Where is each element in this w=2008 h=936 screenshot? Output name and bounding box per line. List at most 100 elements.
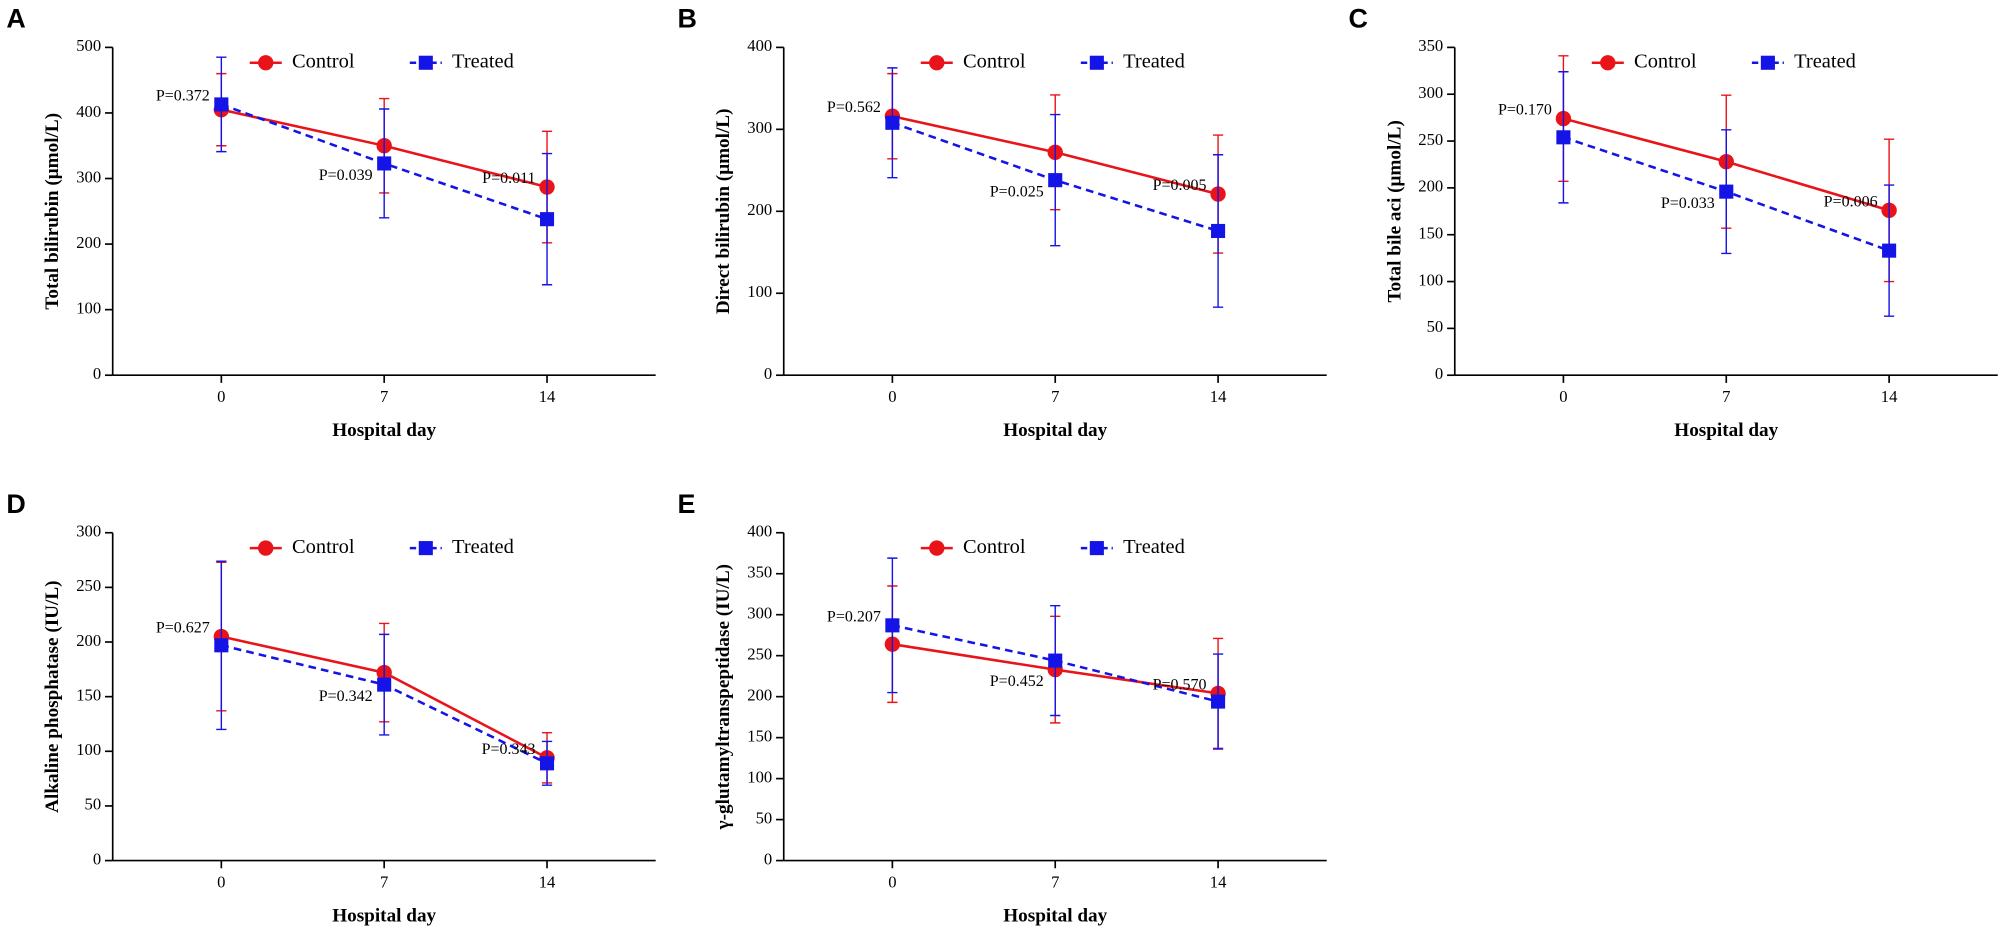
x-tick-label: 7 bbox=[1722, 387, 1730, 406]
x-tick-label: 0 bbox=[888, 387, 896, 406]
y-tick-label: 250 bbox=[747, 644, 772, 663]
y-tick-label: 300 bbox=[76, 167, 101, 186]
marker bbox=[1048, 653, 1063, 668]
marker bbox=[885, 115, 900, 130]
y-tick-label: 150 bbox=[76, 685, 101, 704]
y-tick-label: 100 bbox=[747, 767, 772, 786]
legend-marker bbox=[1600, 55, 1616, 71]
x-tick-label: 14 bbox=[1210, 872, 1227, 891]
y-tick-label: 400 bbox=[76, 102, 101, 121]
y-tick-label: 300 bbox=[76, 522, 101, 541]
legend-marker bbox=[1089, 55, 1104, 70]
y-tick-label: 500 bbox=[76, 36, 101, 55]
y-tick-label: 200 bbox=[747, 200, 772, 219]
marker bbox=[1719, 184, 1734, 199]
x-tick-label: 0 bbox=[217, 387, 225, 406]
y-tick-label: 50 bbox=[756, 808, 773, 827]
y-tick-label: 250 bbox=[1418, 130, 1443, 149]
p-value: P=0.025 bbox=[990, 184, 1044, 201]
p-value: P=0.627 bbox=[156, 620, 210, 637]
x-axis-title: Hospital day bbox=[1674, 420, 1778, 441]
legend-label: Control bbox=[292, 536, 355, 558]
panel: E 0 50 100 150 200 250 300 350 400 0 7 14 Hospital da… bbox=[677, 489, 1327, 926]
legend-marker bbox=[258, 540, 274, 556]
legend-label: Control bbox=[963, 536, 1026, 558]
panel: D 0 50 100 150 200 250 300 0 7 14 Hospital day Alkal… bbox=[6, 489, 656, 926]
marker bbox=[1882, 243, 1897, 258]
p-value: P=0.006 bbox=[1824, 193, 1878, 210]
y-axis-title: Total bilirubin (μmol/L) bbox=[42, 113, 63, 310]
y-tick-label: 0 bbox=[1435, 364, 1443, 383]
p-value: P=0.343 bbox=[482, 741, 536, 758]
y-tick-label: 0 bbox=[93, 364, 101, 383]
panel-letter: E bbox=[677, 489, 695, 519]
y-tick-label: 400 bbox=[747, 522, 772, 541]
x-tick-label: 0 bbox=[888, 872, 896, 891]
legend-marker bbox=[1089, 541, 1104, 556]
legend-marker bbox=[258, 55, 274, 71]
y-tick-label: 300 bbox=[1418, 83, 1443, 102]
legend-marker bbox=[1760, 55, 1775, 70]
p-value: P=0.372 bbox=[156, 87, 210, 104]
y-axis-title: Total bile aci (μmol/L) bbox=[1384, 120, 1405, 302]
p-value: P=0.039 bbox=[319, 167, 373, 184]
y-tick-label: 150 bbox=[1418, 224, 1443, 243]
p-value: P=0.342 bbox=[319, 688, 373, 705]
x-tick-label: 0 bbox=[1559, 387, 1567, 406]
y-tick-label: 200 bbox=[76, 233, 101, 252]
legend-label: Treated bbox=[452, 536, 514, 558]
x-tick-label: 7 bbox=[380, 387, 388, 406]
y-tick-label: 400 bbox=[747, 36, 772, 55]
marker bbox=[539, 212, 555, 227]
legend-label: Control bbox=[963, 50, 1026, 72]
legend-label: Treated bbox=[452, 50, 514, 72]
panel: A 0 100 200 300 400 500 0 7 14 Hospital day Total b… bbox=[6, 4, 656, 441]
y-tick-label: 0 bbox=[764, 849, 772, 868]
y-tick-label: 50 bbox=[85, 795, 102, 814]
x-tick-label: 7 bbox=[1051, 872, 1059, 891]
legend-marker bbox=[929, 540, 945, 556]
p-value: P=0.033 bbox=[1661, 195, 1715, 212]
y-tick-label: 0 bbox=[764, 364, 772, 383]
y-tick-label: 250 bbox=[76, 576, 101, 595]
marker bbox=[377, 677, 392, 692]
panel-letter: B bbox=[677, 4, 696, 34]
x-tick-label: 14 bbox=[539, 872, 556, 891]
p-value: P=0.011 bbox=[482, 170, 535, 187]
x-tick-label: 7 bbox=[380, 872, 388, 891]
y-tick-label: 100 bbox=[76, 740, 101, 759]
legend-label: Treated bbox=[1123, 50, 1185, 72]
legend-marker bbox=[418, 55, 433, 70]
p-value: P=0.562 bbox=[827, 99, 881, 116]
x-axis-title: Hospital day bbox=[1003, 905, 1107, 926]
marker bbox=[885, 618, 900, 633]
legend-marker bbox=[929, 55, 945, 71]
marker bbox=[214, 97, 229, 112]
marker bbox=[1556, 130, 1571, 145]
legend-label: Treated bbox=[1794, 50, 1856, 72]
x-tick-label: 14 bbox=[539, 387, 556, 406]
marker bbox=[1211, 223, 1226, 239]
panel: B 0 100 200 300 400 0 7 14 Hospital day Direct bil… bbox=[677, 4, 1327, 441]
p-value: P=0.005 bbox=[1153, 177, 1207, 194]
legend-label: Control bbox=[292, 50, 355, 72]
p-value: P=0.570 bbox=[1153, 676, 1207, 693]
y-tick-label: 200 bbox=[76, 631, 101, 650]
panel: C 0 50 100 150 200 250 300 350 0 7 14 Hospital day To… bbox=[1348, 4, 1998, 441]
y-tick-label: 0 bbox=[93, 849, 101, 868]
y-tick-label: 100 bbox=[1418, 270, 1443, 289]
x-tick-label: 14 bbox=[1210, 387, 1227, 406]
y-tick-label: 300 bbox=[747, 604, 772, 623]
y-tick-label: 100 bbox=[76, 298, 101, 317]
marker bbox=[1211, 694, 1226, 709]
p-value: P=0.207 bbox=[827, 608, 881, 625]
x-tick-label: 0 bbox=[217, 872, 225, 891]
panel-letter: A bbox=[6, 4, 25, 34]
panel-letter: D bbox=[6, 489, 25, 519]
y-tick-label: 300 bbox=[747, 118, 772, 137]
y-tick-label: 150 bbox=[747, 726, 772, 745]
marker bbox=[539, 756, 555, 771]
x-tick-label: 14 bbox=[1881, 387, 1898, 406]
